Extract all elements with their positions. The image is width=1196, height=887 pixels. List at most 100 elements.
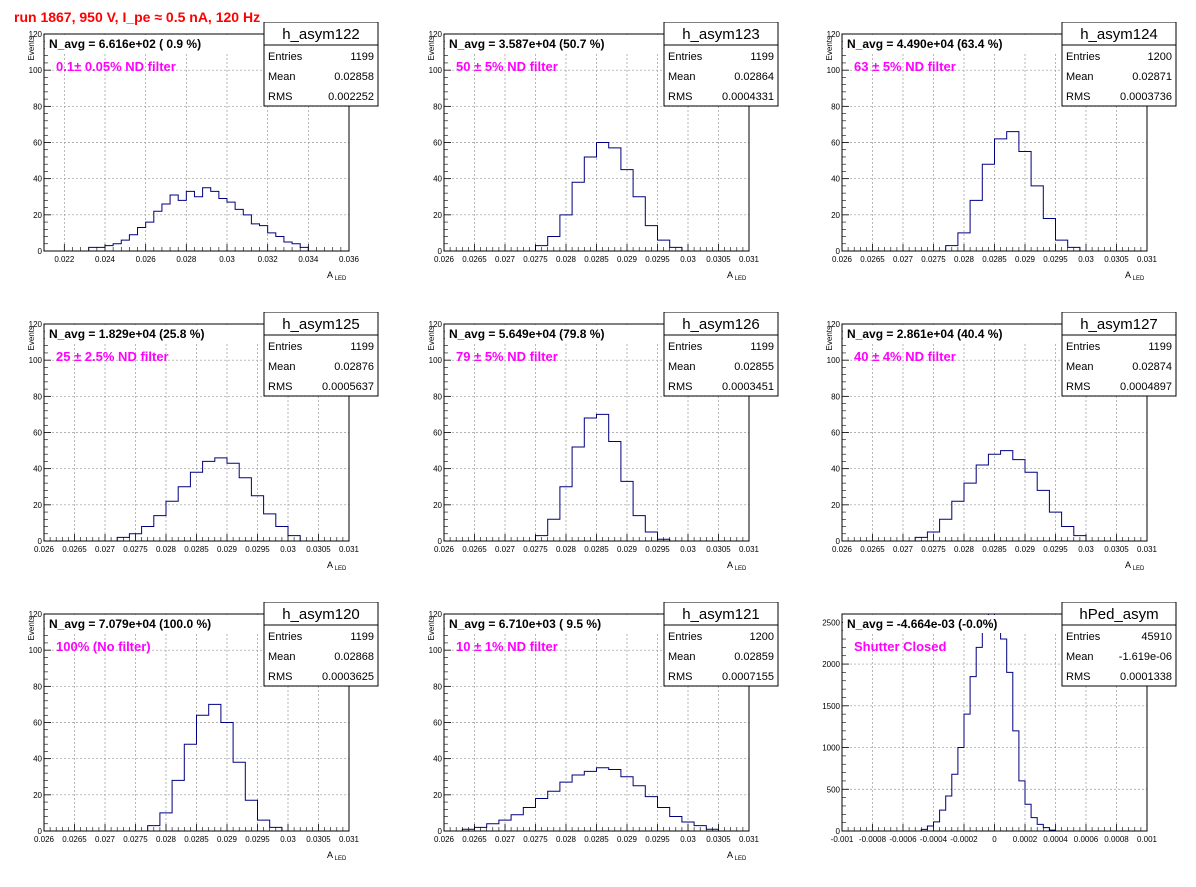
stats-mean-label: Mean	[1066, 71, 1094, 83]
x-ticks: 0.026 0.0265 0.027 0.0275 0.028 0.0285 0.029 0.…	[832, 534, 1158, 554]
stats-box-frame	[1061, 21, 1177, 107]
x-axis-label: A LED	[1125, 560, 1145, 572]
filter-annotation: 79 ± 5% ND filter	[456, 349, 558, 364]
y-tick-label: 80	[831, 102, 840, 111]
x-axis-label-sub: LED	[333, 276, 347, 282]
navg-box	[445, 325, 665, 343]
x-tick-label: 0.03	[219, 255, 235, 264]
y-tick-label: 20	[33, 791, 42, 800]
y-tick-label: 120	[429, 30, 443, 39]
stats-box: h_asym125 Entries 1199 Mean 0.02876 RMS 0.0005…	[263, 311, 379, 397]
x-tick-label: 0.0285	[184, 835, 209, 844]
x-tick-label: 0.029	[217, 835, 238, 844]
y-tick-label: 0	[836, 537, 841, 546]
x-tick-label: 0.026	[34, 835, 55, 844]
x-axis-label-sub: LED	[1131, 276, 1145, 282]
stats-box-title: h_asym120	[282, 606, 360, 623]
stats-entries-value: 1200	[750, 631, 774, 643]
y-tick-label: 0	[836, 827, 841, 836]
y-tick-label: 40	[831, 175, 840, 184]
x-axis-label-sub: LED	[333, 566, 347, 572]
x-tick-label: 0.0295	[645, 255, 670, 264]
stats-rms-label: RMS	[268, 381, 292, 393]
x-axis-label-main: A	[727, 270, 733, 280]
x-tick-label: 0.029	[617, 545, 638, 554]
y-ticks: 0 20 40 60 80 100 120	[429, 320, 451, 546]
stats-mean-label: Mean	[1066, 361, 1094, 373]
histogram-h_asym127: 0.026 0.0265 0.027 0.0275 0.028 0.0285 0.029 0.…	[825, 311, 1177, 572]
stats-entries-value: 1199	[350, 341, 374, 353]
y-tick-label: 20	[831, 211, 840, 220]
filter-annotation: 0.1± 0.05% ND filter	[56, 59, 176, 74]
stats-mean-value: -1.619e-06	[1119, 651, 1172, 663]
stats-entries-label: Entries	[1066, 51, 1101, 63]
y-ticks: 0 20 40 60 80 100 120	[29, 320, 51, 546]
y-tick-label: 0	[38, 537, 43, 546]
histogram-panel-h_asym120: 0.026 0.0265 0.027 0.0275 0.028 0.0285 0.029 0.…	[0, 601, 398, 887]
stats-mean-value: 0.02859	[734, 651, 774, 663]
stats-rms-value: 0.0004897	[1120, 381, 1172, 393]
stats-entries-label: Entries	[1066, 341, 1101, 353]
stats-rms-value: 0.0003451	[722, 381, 774, 393]
filter-annotation: 63 ± 5% ND filter	[854, 59, 956, 74]
stats-box: h_asym126 Entries 1199 Mean 0.02855 RMS 0.0003…	[663, 311, 779, 397]
x-tick-label: 0.03	[680, 835, 696, 844]
y-tick-label: 60	[33, 719, 42, 728]
histogram-line	[116, 457, 301, 541]
x-tick-label: 0.036	[339, 255, 360, 264]
y-tick-label: 0	[38, 247, 43, 256]
x-ticks: -0.001 -0.0008 -0.0006 -0.0004 -0.0002 0 0.000…	[831, 824, 1158, 844]
histogram-panel-h_asym127: 0.026 0.0265 0.027 0.0275 0.028 0.0285 0.029 0.…	[798, 311, 1196, 597]
x-gridlines	[872, 614, 1117, 831]
x-axis-label-main: A	[727, 560, 733, 570]
x-tick-label: 0.028	[954, 255, 975, 264]
x-tick-label: 0.0305	[706, 545, 731, 554]
x-tick-label: 0.027	[893, 255, 914, 264]
y-tick-label: 40	[33, 175, 42, 184]
x-tick-label: 0.0295	[245, 835, 270, 844]
y-tick-label: 60	[433, 429, 442, 438]
y-tick-label: 0	[438, 247, 443, 256]
x-tick-label: 0.027	[495, 545, 516, 554]
stats-mean-label: Mean	[1066, 651, 1094, 663]
y-tick-label: 2000	[822, 660, 840, 669]
x-axis-label: A LED	[727, 850, 747, 862]
y-tick-label: 2500	[822, 618, 840, 627]
x-tick-label: 0.026	[434, 545, 455, 554]
x-tick-label: 0.031	[339, 835, 360, 844]
y-tick-label: 60	[831, 429, 840, 438]
histogram-hPed_asym: -0.001 -0.0008 -0.0006 -0.0004 -0.0002 0 0.000…	[822, 601, 1177, 844]
y-tick-label: 40	[831, 465, 840, 474]
y-gridlines	[444, 649, 749, 796]
x-tick-label: -0.001	[831, 835, 854, 844]
navg-label: N_avg = 5.649e+04 (79.8 %)	[449, 327, 604, 341]
stats-rms-value: 0.0007155	[722, 671, 774, 683]
y-axis-label: Events	[27, 36, 36, 60]
x-tick-label: 0.0265	[62, 545, 87, 554]
x-tick-label: -0.0002	[950, 835, 978, 844]
stats-mean-value: 0.02876	[334, 361, 374, 373]
y-tick-label: 60	[433, 719, 442, 728]
x-tick-label: 0.026	[832, 545, 853, 554]
x-tick-label: 0.0275	[921, 545, 946, 554]
navg-label: N_avg = 6.710e+03 ( 9.5 %)	[449, 617, 601, 631]
stats-box-frame	[263, 601, 379, 687]
y-tick-label: 120	[827, 320, 841, 329]
stats-box: h_asym121 Entries 1200 Mean 0.02859 RMS 0.0007…	[663, 601, 779, 687]
x-axis-label-main: A	[327, 850, 333, 860]
y-gridlines	[444, 359, 749, 506]
y-axis-label: Events	[427, 326, 436, 350]
x-ticks: 0.026 0.0265 0.027 0.0275 0.028 0.0285 0.029 0.…	[434, 534, 760, 554]
x-tick-label: 0.0008	[1104, 835, 1129, 844]
y-tick-label: 20	[33, 211, 42, 220]
x-tick-label: 0.03	[680, 255, 696, 264]
x-tick-label: 0.0285	[184, 545, 209, 554]
y-tick-label: 80	[33, 682, 42, 691]
stats-box-title: hPed_asym	[1079, 606, 1158, 623]
histogram-line	[461, 767, 719, 831]
stats-mean-value: 0.02871	[1132, 71, 1172, 83]
histogram-panel-h_asym124: 0.026 0.0265 0.027 0.0275 0.028 0.0285 0.029 0.…	[798, 21, 1196, 307]
navg-box	[45, 325, 265, 343]
y-gridlines	[44, 69, 349, 216]
stats-rms-label: RMS	[668, 381, 692, 393]
